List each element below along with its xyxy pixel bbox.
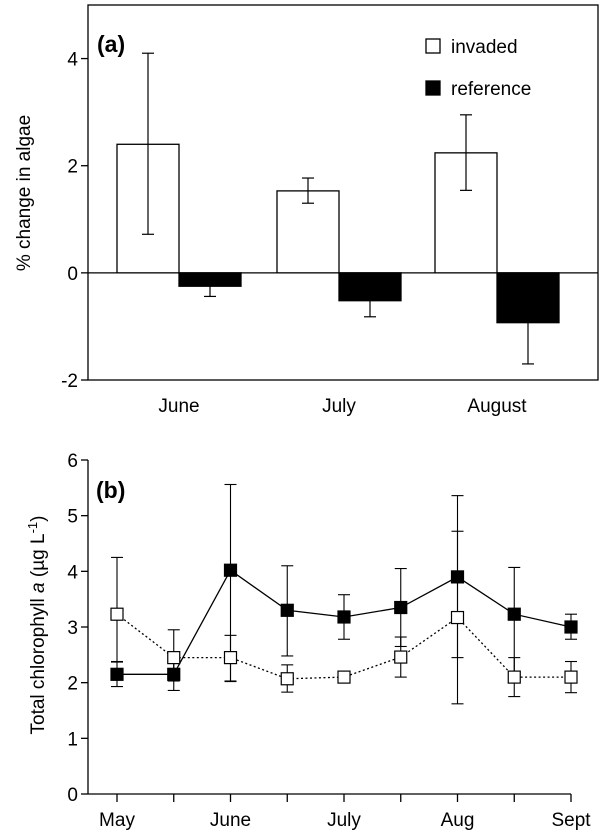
x-tick-label: Sept xyxy=(551,810,591,831)
x-tick-label: June xyxy=(158,396,199,417)
panel-b-series xyxy=(110,483,578,705)
panel-a-bar-chart: (a) % change in algae invaded reference … xyxy=(14,4,599,417)
marker-reference xyxy=(110,667,124,681)
marker-invaded xyxy=(337,670,351,684)
x-tick-label: June xyxy=(210,810,251,831)
panel-a-label: (a) xyxy=(97,31,125,57)
marker-reference xyxy=(394,600,408,615)
panel-a-frame xyxy=(87,4,599,381)
marker-reference xyxy=(564,620,578,634)
x-tick-label: Aug xyxy=(441,810,475,831)
marker-invaded xyxy=(280,672,294,686)
y-tick-label: 3 xyxy=(67,618,78,639)
marker-reference xyxy=(507,607,521,621)
panel-a-y-axis-label: % change in algae xyxy=(14,115,35,271)
y-tick-label: 4 xyxy=(67,562,78,583)
y-tick-label: -2 xyxy=(61,371,78,392)
y-tick-label: 6 xyxy=(67,451,78,472)
x-tick-label: July xyxy=(322,396,356,417)
series-line-invaded xyxy=(116,613,571,680)
y-label-close: ) xyxy=(28,516,49,522)
panel-b-line-chart: (b) Total chlorophyll a (µg L-1) 0 1 2 3 4 5 6… xyxy=(25,451,591,831)
y-label-sup: -1 xyxy=(25,522,40,534)
panel-a-y-axis: -2 0 2 4 xyxy=(61,50,88,392)
panel-a-x-axis: June July August xyxy=(158,396,527,417)
x-tick-label: August xyxy=(467,396,527,417)
y-tick-label: 5 xyxy=(67,507,78,528)
marker-invaded xyxy=(564,670,578,684)
y-label-unit: (µg L xyxy=(28,533,49,582)
marker-reference xyxy=(450,570,465,584)
y-tick-label: 2 xyxy=(67,157,78,178)
panel-a-legend: invaded reference xyxy=(425,37,531,100)
panel-b-axes-ticks: 0 1 2 3 4 5 6 May June July Aug Sept xyxy=(67,451,591,831)
y-label-italic: a xyxy=(28,582,49,593)
x-tick-label: July xyxy=(327,810,361,831)
marker-reference xyxy=(280,603,294,617)
y-tick-label: 1 xyxy=(67,729,78,750)
y-tick-label: 0 xyxy=(67,785,78,806)
y-tick-label: 2 xyxy=(67,674,78,695)
y-tick-label: 4 xyxy=(67,50,78,71)
legend-invaded-label: invaded xyxy=(451,37,518,58)
legend-invaded-swatch xyxy=(425,38,441,54)
marker-reference xyxy=(337,610,351,624)
marker-invaded xyxy=(394,650,408,664)
marker-invaded xyxy=(223,651,238,665)
panel-b-label: (b) xyxy=(96,477,125,503)
legend-reference-label: reference xyxy=(451,79,531,100)
marker-invaded xyxy=(450,610,465,625)
marker-invaded xyxy=(167,651,181,665)
marker-reference xyxy=(223,563,238,577)
legend-reference-swatch xyxy=(425,80,441,96)
panel-a-bars xyxy=(88,52,598,365)
panel-b-y-axis-label: Total chlorophyll a (µg L-1) xyxy=(25,516,49,735)
bar-invaded xyxy=(434,152,498,274)
marker-reference xyxy=(167,667,181,681)
marker-invaded xyxy=(507,670,521,684)
marker-invaded xyxy=(110,607,124,621)
x-tick-label: May xyxy=(99,810,135,831)
y-tick-label: 0 xyxy=(67,264,78,285)
y-label-main: Total chlorophyll xyxy=(28,593,49,735)
